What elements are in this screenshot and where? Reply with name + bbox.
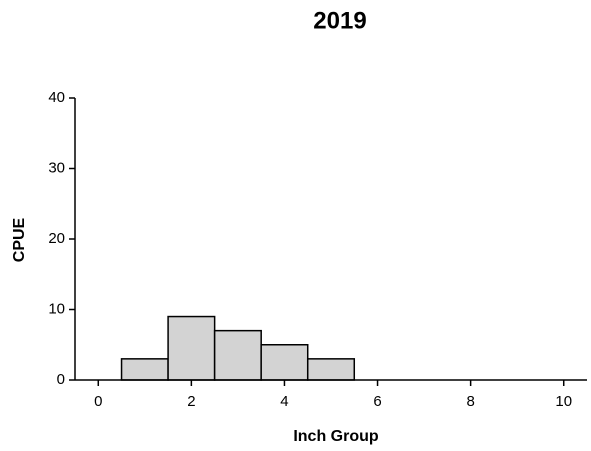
x-tick-label: 10: [555, 393, 572, 410]
chart-title: 2019: [313, 7, 366, 34]
bar: [120, 358, 169, 381]
y-tick-label: 10: [48, 300, 65, 317]
x-tick-label: 6: [373, 393, 381, 410]
y-tick-label: 20: [48, 230, 65, 247]
y-axis-title: CPUE: [11, 217, 28, 262]
x-tick-label: 8: [466, 393, 474, 410]
x-tick-label: 0: [94, 393, 102, 410]
y-tick-label: 30: [48, 159, 65, 176]
bar: [167, 315, 216, 381]
x-tick-label: 2: [187, 393, 195, 410]
y-tick-label: 0: [57, 371, 65, 388]
x-axis-title: Inch Group: [293, 428, 379, 445]
x-tick-label: 4: [280, 393, 288, 410]
bar: [213, 329, 262, 381]
bar: [260, 344, 309, 381]
bar: [306, 358, 356, 381]
y-tick-label: 40: [48, 89, 65, 106]
